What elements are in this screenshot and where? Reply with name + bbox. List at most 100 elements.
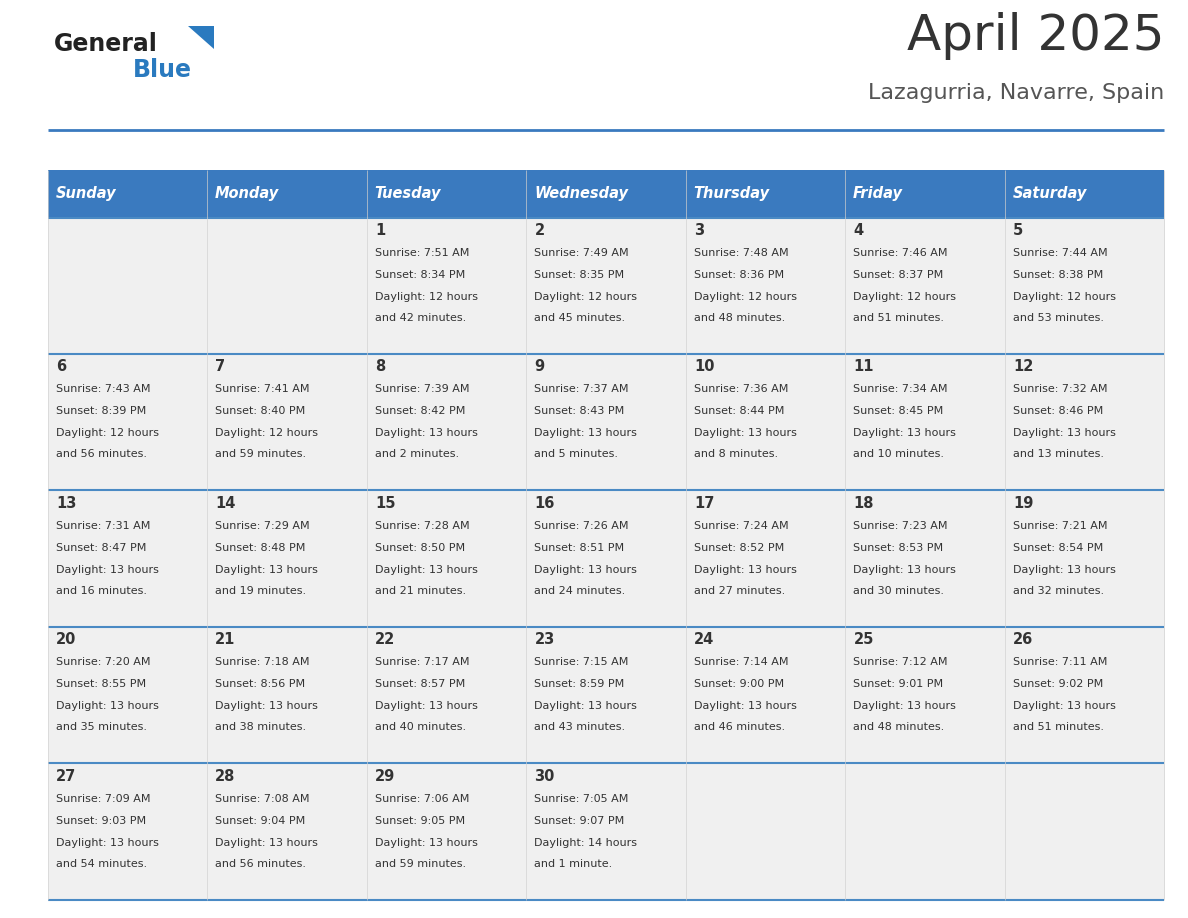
Text: 5: 5 xyxy=(1013,223,1023,238)
Text: and 8 minutes.: and 8 minutes. xyxy=(694,450,778,459)
Text: 29: 29 xyxy=(375,768,396,784)
Text: Daylight: 12 hours: Daylight: 12 hours xyxy=(694,292,797,302)
Text: and 19 minutes.: and 19 minutes. xyxy=(215,586,307,596)
Text: Daylight: 12 hours: Daylight: 12 hours xyxy=(1013,292,1116,302)
Bar xyxy=(207,354,367,490)
Text: Daylight: 13 hours: Daylight: 13 hours xyxy=(535,565,637,575)
Bar xyxy=(685,170,845,218)
Text: Thursday: Thursday xyxy=(694,186,770,201)
Bar xyxy=(48,627,207,763)
Text: Sunset: 8:53 PM: Sunset: 8:53 PM xyxy=(853,543,943,553)
Text: Sunset: 8:38 PM: Sunset: 8:38 PM xyxy=(1013,270,1104,280)
Text: 6: 6 xyxy=(56,360,67,375)
Text: Saturday: Saturday xyxy=(1012,186,1087,201)
Text: 9: 9 xyxy=(535,360,544,375)
Text: Daylight: 14 hours: Daylight: 14 hours xyxy=(535,837,638,847)
Bar xyxy=(526,170,685,218)
Bar xyxy=(207,490,367,627)
Text: 21: 21 xyxy=(215,633,235,647)
Text: Sunrise: 7:15 AM: Sunrise: 7:15 AM xyxy=(535,657,628,667)
Text: Blue: Blue xyxy=(133,58,192,82)
Text: and 48 minutes.: and 48 minutes. xyxy=(853,722,944,733)
Bar xyxy=(1005,218,1164,354)
Text: 14: 14 xyxy=(215,496,235,511)
Bar xyxy=(845,763,1005,900)
Text: Daylight: 13 hours: Daylight: 13 hours xyxy=(853,429,956,438)
Text: and 56 minutes.: and 56 minutes. xyxy=(215,858,307,868)
Text: Sunset: 8:54 PM: Sunset: 8:54 PM xyxy=(1013,543,1104,553)
Text: and 59 minutes.: and 59 minutes. xyxy=(215,450,307,459)
Text: 10: 10 xyxy=(694,360,714,375)
Text: Sunset: 8:42 PM: Sunset: 8:42 PM xyxy=(375,407,466,416)
Text: 26: 26 xyxy=(1013,633,1034,647)
Bar xyxy=(685,218,845,354)
Text: Sunset: 8:55 PM: Sunset: 8:55 PM xyxy=(56,679,146,689)
Text: 1: 1 xyxy=(375,223,385,238)
Text: Daylight: 13 hours: Daylight: 13 hours xyxy=(375,565,478,575)
Bar xyxy=(526,490,685,627)
Text: 24: 24 xyxy=(694,633,714,647)
Text: Tuesday: Tuesday xyxy=(374,186,441,201)
Text: Daylight: 13 hours: Daylight: 13 hours xyxy=(56,701,159,711)
Text: Sunset: 8:50 PM: Sunset: 8:50 PM xyxy=(375,543,465,553)
Text: Sunrise: 7:12 AM: Sunrise: 7:12 AM xyxy=(853,657,948,667)
Text: Sunset: 8:35 PM: Sunset: 8:35 PM xyxy=(535,270,625,280)
Text: Sunset: 8:40 PM: Sunset: 8:40 PM xyxy=(215,407,305,416)
Text: Sunrise: 7:26 AM: Sunrise: 7:26 AM xyxy=(535,521,628,531)
Text: Friday: Friday xyxy=(853,186,903,201)
Bar xyxy=(207,170,367,218)
Bar xyxy=(367,218,526,354)
Text: Daylight: 13 hours: Daylight: 13 hours xyxy=(1013,429,1116,438)
Text: Sunset: 8:34 PM: Sunset: 8:34 PM xyxy=(375,270,466,280)
Text: and 48 minutes.: and 48 minutes. xyxy=(694,313,785,323)
Text: Sunset: 8:39 PM: Sunset: 8:39 PM xyxy=(56,407,146,416)
Text: Daylight: 12 hours: Daylight: 12 hours xyxy=(535,292,638,302)
Text: Sunrise: 7:49 AM: Sunrise: 7:49 AM xyxy=(535,248,630,258)
Text: Sunrise: 7:20 AM: Sunrise: 7:20 AM xyxy=(56,657,151,667)
Bar xyxy=(1005,627,1164,763)
Text: and 56 minutes.: and 56 minutes. xyxy=(56,450,147,459)
Text: Daylight: 13 hours: Daylight: 13 hours xyxy=(1013,701,1116,711)
Bar xyxy=(685,490,845,627)
Text: Sunset: 9:05 PM: Sunset: 9:05 PM xyxy=(375,815,465,825)
Text: Daylight: 12 hours: Daylight: 12 hours xyxy=(56,429,159,438)
Bar xyxy=(526,218,685,354)
Text: 11: 11 xyxy=(853,360,874,375)
Text: Wednesday: Wednesday xyxy=(535,186,628,201)
Text: Daylight: 13 hours: Daylight: 13 hours xyxy=(375,429,478,438)
Text: 23: 23 xyxy=(535,633,555,647)
Bar xyxy=(367,354,526,490)
Text: Sunrise: 7:39 AM: Sunrise: 7:39 AM xyxy=(375,385,469,394)
Text: Daylight: 12 hours: Daylight: 12 hours xyxy=(215,429,318,438)
Text: and 45 minutes.: and 45 minutes. xyxy=(535,313,626,323)
Bar xyxy=(1005,354,1164,490)
Text: Monday: Monday xyxy=(215,186,279,201)
Text: and 10 minutes.: and 10 minutes. xyxy=(853,450,944,459)
Text: Sunday: Sunday xyxy=(56,186,116,201)
Text: and 40 minutes.: and 40 minutes. xyxy=(375,722,466,733)
Text: Sunset: 9:03 PM: Sunset: 9:03 PM xyxy=(56,815,146,825)
Text: Sunset: 8:47 PM: Sunset: 8:47 PM xyxy=(56,543,146,553)
Text: and 1 minute.: and 1 minute. xyxy=(535,858,613,868)
Text: Sunrise: 7:48 AM: Sunrise: 7:48 AM xyxy=(694,248,789,258)
Text: Sunrise: 7:29 AM: Sunrise: 7:29 AM xyxy=(215,521,310,531)
Text: and 53 minutes.: and 53 minutes. xyxy=(1013,313,1104,323)
Text: Daylight: 12 hours: Daylight: 12 hours xyxy=(375,292,478,302)
Bar xyxy=(845,490,1005,627)
Text: 15: 15 xyxy=(375,496,396,511)
Text: Sunset: 8:56 PM: Sunset: 8:56 PM xyxy=(215,679,305,689)
Bar xyxy=(526,763,685,900)
Bar xyxy=(48,763,207,900)
Text: and 32 minutes.: and 32 minutes. xyxy=(1013,586,1104,596)
Text: and 42 minutes.: and 42 minutes. xyxy=(375,313,466,323)
Text: April 2025: April 2025 xyxy=(906,12,1164,60)
Text: Sunset: 8:48 PM: Sunset: 8:48 PM xyxy=(215,543,305,553)
Text: 3: 3 xyxy=(694,223,704,238)
Text: Lazagurria, Navarre, Spain: Lazagurria, Navarre, Spain xyxy=(868,83,1164,103)
Text: General: General xyxy=(53,32,157,56)
Text: Sunrise: 7:41 AM: Sunrise: 7:41 AM xyxy=(215,385,310,394)
Text: Sunrise: 7:18 AM: Sunrise: 7:18 AM xyxy=(215,657,310,667)
Text: Daylight: 13 hours: Daylight: 13 hours xyxy=(694,565,797,575)
Text: Daylight: 13 hours: Daylight: 13 hours xyxy=(853,565,956,575)
Bar xyxy=(685,354,845,490)
